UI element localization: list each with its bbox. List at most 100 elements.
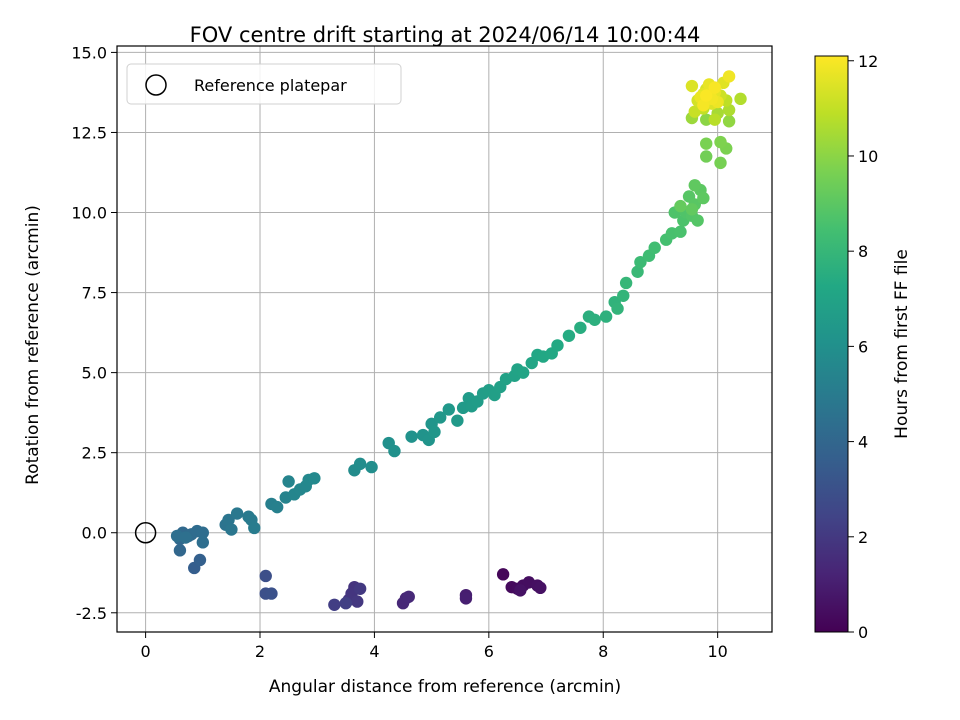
x-tick-label: 6	[484, 642, 494, 661]
data-point	[714, 135, 727, 149]
x-tick-label: 0	[141, 642, 151, 661]
data-point	[534, 581, 547, 595]
data-point	[700, 89, 713, 102]
x-tick-label: 8	[598, 642, 608, 661]
data-point	[442, 403, 455, 416]
data-point	[714, 156, 727, 170]
data-point	[722, 70, 736, 83]
data-point	[674, 199, 687, 213]
y-tick-label: 0.0	[82, 524, 107, 543]
legend-marker-circle	[145, 74, 167, 96]
data-point	[179, 531, 192, 544]
data-point	[708, 113, 721, 126]
data-point	[688, 179, 701, 192]
data-point	[270, 500, 284, 514]
legend: Reference platepar	[126, 63, 402, 105]
colorbar-tick-label: 0	[858, 623, 868, 642]
data-point	[459, 592, 473, 605]
data-point	[688, 105, 701, 118]
data-point	[562, 329, 576, 342]
colorbar-tick-label: 6	[858, 337, 868, 356]
data-point	[173, 544, 187, 557]
y-tick-label: 2.5	[82, 444, 107, 463]
colorbar-tick-label: 2	[858, 528, 868, 547]
reference-platepar-marker	[134, 521, 157, 544]
data-point	[196, 526, 210, 539]
colorbar-tick-label: 4	[858, 433, 868, 452]
colorbar-tick-label: 8	[858, 242, 868, 261]
data-point	[339, 596, 353, 610]
data-point	[619, 276, 633, 290]
chart-title: FOV centre drift starting at 2024/06/14 …	[190, 23, 701, 47]
data-point	[196, 536, 210, 549]
data-point	[353, 457, 367, 471]
plot-frame	[116, 45, 773, 633]
data-point	[428, 425, 441, 439]
data-point	[634, 255, 647, 269]
data-point	[514, 584, 527, 597]
data-points	[170, 70, 747, 611]
data-point	[685, 79, 699, 93]
data-point	[611, 302, 624, 315]
data-point	[708, 81, 721, 94]
y-axis-ticks: -2.5 0.0 2.5 5.0 7.5 10.0 12.5 15.0	[71, 43, 117, 623]
data-point	[700, 137, 713, 150]
y-tick-label: 12.5	[71, 123, 107, 142]
grid	[117, 46, 772, 632]
x-tick-label: 2	[255, 642, 265, 661]
data-point	[697, 191, 710, 205]
data-point	[282, 475, 295, 488]
data-point	[405, 430, 418, 443]
data-point	[259, 569, 272, 583]
data-point	[516, 366, 530, 379]
data-point	[599, 310, 613, 323]
data-point	[248, 521, 261, 535]
data-point	[328, 598, 341, 611]
y-axis-label: Rotation from reference (arcmin)	[23, 205, 43, 485]
data-point	[222, 513, 235, 527]
legend-box	[126, 63, 402, 105]
data-point	[265, 587, 278, 600]
colorbar-label: Hours from first FF file	[892, 249, 912, 439]
colorbar-tick-label: 12	[858, 52, 878, 71]
colorbar-tick-label: 10	[858, 147, 878, 166]
data-point	[351, 595, 364, 608]
data-point	[722, 115, 736, 128]
data-point	[700, 113, 713, 126]
data-point	[434, 411, 447, 424]
x-tick-label: 4	[369, 642, 379, 661]
data-point	[734, 92, 747, 106]
data-point	[631, 265, 644, 278]
data-point	[402, 590, 415, 603]
data-point	[691, 214, 704, 227]
colorbar: 0 2 4 6 8 10 12 Hours from first FF file	[814, 52, 912, 642]
data-point	[700, 150, 713, 163]
data-point	[308, 472, 321, 485]
data-point	[193, 553, 207, 567]
y-tick-label: 7.5	[82, 284, 107, 303]
data-point	[617, 289, 630, 302]
y-tick-label: 5.0	[82, 364, 107, 383]
colorbar-ticks: 0 2 4 6 8 10 12	[848, 52, 878, 642]
data-point	[451, 414, 464, 427]
data-point	[225, 523, 238, 536]
data-point	[496, 568, 510, 581]
data-point	[685, 203, 699, 216]
reference-marker-layer	[134, 521, 157, 544]
y-tick-label: 10.0	[71, 204, 107, 223]
data-point	[551, 339, 564, 352]
legend-entry-reference: Reference platepar	[194, 76, 347, 95]
data-point	[588, 313, 601, 326]
x-axis-label: Angular distance from reference (arcmin)	[269, 677, 621, 697]
y-tick-label: 15.0	[71, 43, 107, 62]
data-point	[674, 225, 687, 238]
colorbar-gradient	[814, 55, 849, 633]
y-tick-label: -2.5	[76, 604, 107, 623]
data-point	[574, 321, 587, 334]
data-point	[697, 99, 710, 112]
x-tick-label: 10	[707, 642, 727, 661]
data-point	[230, 507, 244, 520]
data-point	[722, 103, 736, 117]
data-point	[353, 582, 367, 595]
